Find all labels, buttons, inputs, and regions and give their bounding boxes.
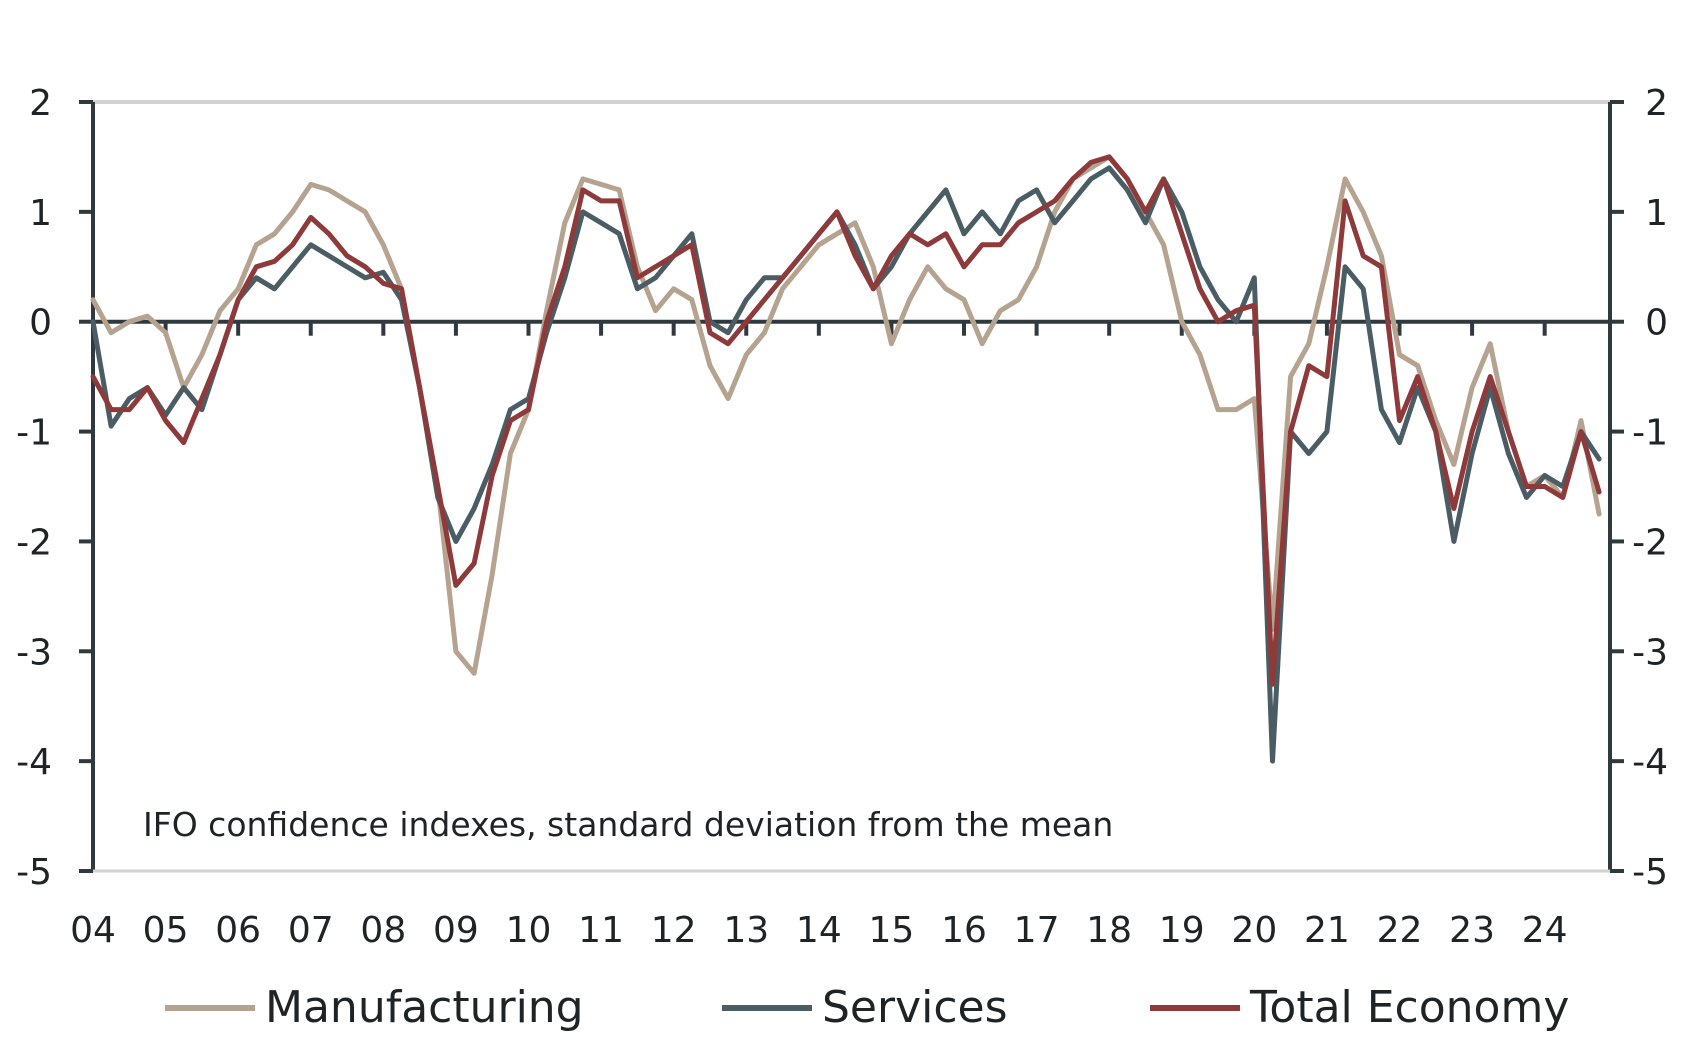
x-tick-label: 09 (433, 910, 479, 951)
x-tick-label: 12 (651, 910, 697, 951)
x-tick-label: 17 (1014, 910, 1060, 951)
y-tick-label-left: 2 (29, 83, 52, 124)
x-tick-label: 04 (70, 910, 116, 951)
legend-label-total-economy: Total Economy (1249, 982, 1569, 1033)
legend: Manufacturing Services Total Economy (165, 982, 1569, 1033)
x-tick-label: 21 (1304, 910, 1350, 951)
y-tick-label-right: -4 (1632, 742, 1668, 783)
legend-label-services: Services (822, 982, 1008, 1033)
y-tick-label-left: -1 (16, 413, 52, 454)
y-tick-label-right: 0 (1645, 303, 1668, 344)
y-tick-label-right: -3 (1632, 632, 1668, 673)
y-tick-label-left: -3 (16, 632, 52, 673)
x-tick-label: 16 (941, 910, 987, 951)
series-line-total-economy (90, 154, 1602, 687)
x-tick-label: 15 (869, 910, 915, 951)
x-tick-label: 05 (143, 910, 189, 951)
x-tick-label: 22 (1377, 910, 1423, 951)
x-tick-label: 14 (796, 910, 842, 951)
x-tick-label: 10 (506, 910, 552, 951)
x-tick-label: 11 (578, 910, 624, 951)
y-tick-label-left: -5 (16, 852, 52, 893)
y-tick-label-right: -2 (1632, 522, 1668, 563)
chart-annotation: IFO confidence indexes, standard deviati… (143, 805, 1113, 844)
y-tick-label-right: 1 (1645, 193, 1668, 234)
axes-layer: 2 21 10 0-1 -1-2 -2-3 -3-4 -4-5 -504 05 06 07 08 09 10… (16, 83, 1668, 951)
x-tick-label: 20 (1231, 910, 1277, 951)
y-tick-label-left: -4 (16, 742, 52, 783)
x-tick-label: 24 (1522, 910, 1568, 951)
x-tick-label: 07 (288, 910, 334, 951)
x-tick-label: 06 (215, 910, 261, 951)
y-tick-label-left: 1 (29, 193, 52, 234)
y-tick-label-right: -1 (1632, 413, 1668, 454)
y-tick-label-right: 2 (1645, 83, 1668, 124)
series-line-services (90, 165, 1602, 764)
y-tick-label-left: -2 (16, 522, 52, 563)
x-tick-label: 19 (1159, 910, 1205, 951)
series-layer (90, 154, 1602, 764)
y-tick-label-right: -5 (1632, 852, 1668, 893)
y-tick-label-left: 0 (29, 303, 52, 344)
x-tick-label: 08 (360, 910, 406, 951)
x-tick-label: 18 (1086, 910, 1132, 951)
x-tick-label: 23 (1449, 910, 1495, 951)
x-tick-label: 13 (723, 910, 769, 951)
legend-label-manufacturing: Manufacturing (265, 982, 584, 1033)
